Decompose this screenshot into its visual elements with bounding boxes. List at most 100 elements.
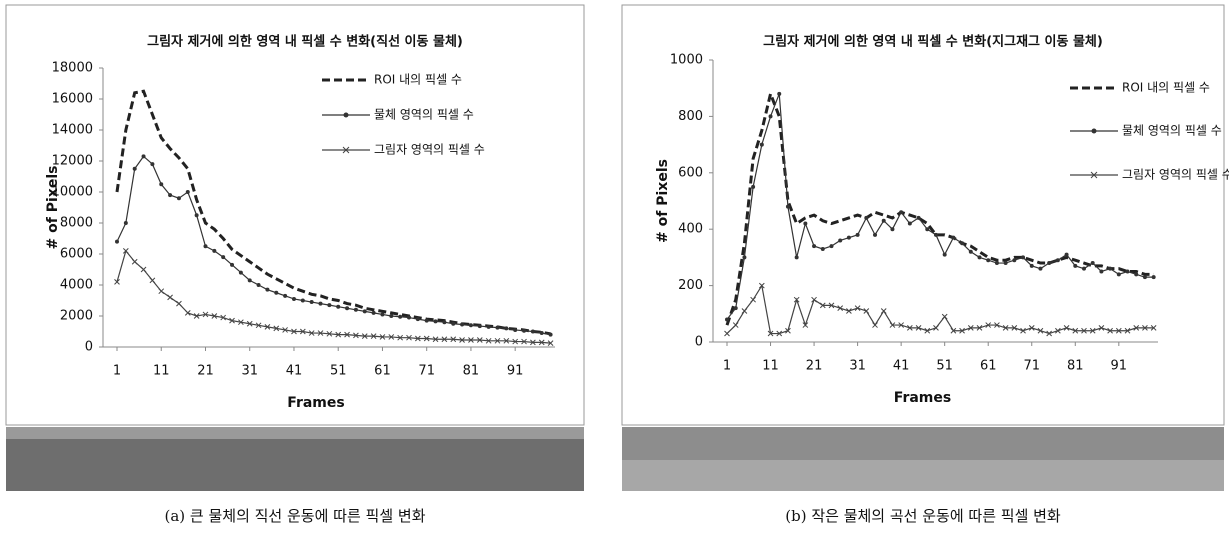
y-tick-label: 0 — [695, 335, 703, 350]
y-tick-label: 800 — [678, 109, 703, 124]
point — [478, 324, 482, 328]
x-tick-label: 21 — [197, 364, 214, 379]
x-axis-label: Frames — [894, 390, 951, 406]
x-tick-label: 71 — [1023, 359, 1040, 374]
chart-title: 그림자 제거에 의한 영역 내 픽셀 수 변화(지그재그 이동 물체) — [763, 34, 1103, 50]
point — [899, 210, 903, 214]
point — [864, 216, 868, 220]
point — [1091, 261, 1095, 265]
point — [1021, 255, 1025, 259]
point — [890, 227, 894, 231]
y-tick-label: 0 — [85, 340, 93, 355]
point — [398, 315, 402, 319]
x-tick-label: 91 — [507, 364, 524, 379]
point — [882, 219, 886, 223]
point — [549, 333, 553, 337]
point — [354, 308, 358, 312]
x-tick-label: 41 — [286, 364, 303, 379]
x-tick-label: 81 — [1067, 359, 1084, 374]
point — [310, 300, 314, 304]
point — [442, 320, 446, 324]
point — [978, 255, 982, 259]
point — [504, 326, 508, 330]
x-tick-label: 1 — [113, 364, 121, 379]
point — [1004, 261, 1008, 265]
y-tick-label: 8000 — [60, 216, 93, 231]
point — [986, 258, 990, 262]
point — [230, 263, 234, 267]
point — [380, 312, 384, 316]
chart-title: 그림자 제거에 의한 영역 내 픽셀 수 변화(직선 이동 물체) — [147, 34, 463, 50]
point — [777, 92, 781, 96]
point — [203, 244, 207, 248]
point — [751, 185, 755, 189]
point — [159, 182, 163, 186]
point — [265, 288, 269, 292]
point — [425, 319, 429, 323]
figure: 0200040006000800010000120001400016000180… — [0, 0, 1229, 537]
y-tick-label: 400 — [678, 222, 703, 237]
point — [760, 143, 764, 147]
legend-label: 그림자 영역의 픽셀 수 — [1122, 168, 1229, 182]
y-tick-label: 1000 — [670, 53, 703, 68]
point — [248, 278, 252, 282]
chart-frame — [622, 5, 1224, 425]
point — [734, 306, 738, 310]
x-tick-label: 61 — [980, 359, 997, 374]
point — [513, 328, 517, 332]
legend-label: 물체 영역의 픽셀 수 — [1122, 124, 1222, 138]
x-tick-label: 41 — [893, 359, 910, 374]
point — [951, 236, 955, 240]
y-tick-label: 600 — [678, 165, 703, 180]
x-tick-label: 31 — [241, 364, 258, 379]
legend-label: ROI 내의 픽셀 수 — [1122, 81, 1210, 95]
point — [195, 213, 199, 217]
point — [239, 271, 243, 275]
point — [177, 196, 181, 200]
point — [1143, 275, 1147, 279]
legend-label: ROI 내의 픽셀 수 — [374, 73, 462, 87]
point — [925, 227, 929, 231]
point — [363, 309, 367, 313]
point — [1065, 253, 1069, 257]
point — [1056, 258, 1060, 262]
point — [769, 114, 773, 118]
point — [115, 240, 119, 244]
point — [943, 253, 947, 257]
point — [934, 233, 938, 237]
y-tick-label: 14000 — [52, 123, 93, 138]
x-tick-label: 71 — [418, 364, 435, 379]
point — [345, 306, 349, 310]
point — [812, 244, 816, 248]
y-tick-label: 4000 — [60, 278, 93, 293]
point — [212, 249, 216, 253]
point — [460, 323, 464, 327]
x-tick-label: 81 — [463, 364, 480, 379]
point — [803, 222, 807, 226]
point — [742, 255, 746, 259]
figure-caption: (b) 작은 물체의 곡선 운동에 따른 픽셀 변화 — [785, 507, 1061, 525]
x-tick-label: 1 — [723, 359, 731, 374]
legend-marker — [1092, 129, 1097, 134]
point — [186, 190, 190, 194]
point — [292, 297, 296, 301]
point — [487, 325, 491, 329]
point — [257, 283, 261, 287]
point — [856, 233, 860, 237]
x-tick-label: 11 — [762, 359, 779, 374]
point — [795, 255, 799, 259]
y-tick-label: 18000 — [52, 61, 93, 76]
x-tick-label: 31 — [849, 359, 866, 374]
x-tick-label: 61 — [374, 364, 391, 379]
point — [495, 326, 499, 330]
point — [838, 238, 842, 242]
point — [908, 222, 912, 226]
y-axis-label: # of Pixels — [45, 166, 61, 250]
point — [873, 233, 877, 237]
point — [725, 317, 729, 321]
point — [168, 193, 172, 197]
photo-strip-top — [6, 427, 584, 439]
y-tick-label: 6000 — [60, 247, 93, 262]
point — [1152, 275, 1156, 279]
photo-strip-lower — [622, 460, 1224, 491]
